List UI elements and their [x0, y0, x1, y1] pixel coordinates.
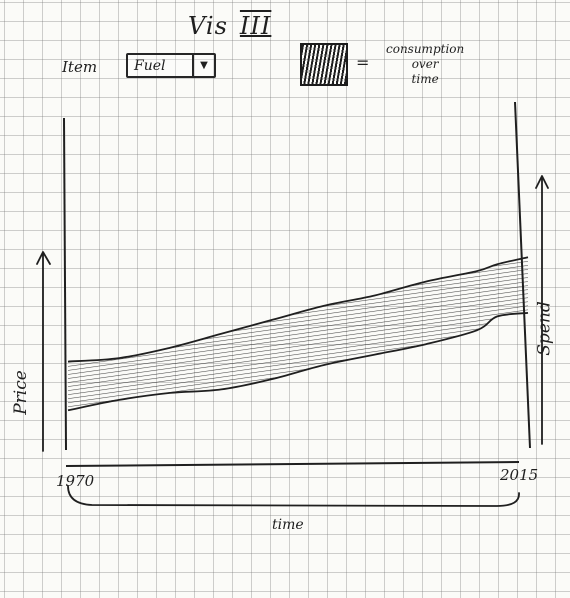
time-axis	[65, 461, 520, 467]
lower-series-line	[67, 312, 529, 412]
legend-equals: =	[356, 53, 370, 72]
x-axis-start-label: 1970	[56, 472, 95, 490]
chevron-down-icon[interactable]: ▼	[192, 55, 214, 76]
item-label: Item	[62, 58, 98, 76]
left-axis	[63, 117, 67, 451]
x-axis-label-time: time	[272, 517, 304, 533]
item-dropdown[interactable]: Fuel ▼	[126, 53, 216, 78]
legend-label: consumption over time	[386, 42, 465, 86]
upper-series-line	[67, 256, 529, 363]
legend-swatch	[300, 43, 348, 86]
x-axis-end-label: 2015	[500, 466, 539, 484]
title-numeral: III	[239, 12, 272, 40]
y-axis-label-spend: Spend	[534, 301, 555, 356]
spend-arrow-icon	[535, 175, 549, 445]
time-bracket	[67, 485, 520, 507]
page-title: Vis III	[188, 12, 272, 40]
consumption-area	[68, 257, 528, 411]
item-dropdown-value[interactable]: Fuel	[134, 57, 166, 74]
price-arrow-icon	[36, 251, 51, 452]
y-axis-label-price: Price	[10, 370, 31, 415]
